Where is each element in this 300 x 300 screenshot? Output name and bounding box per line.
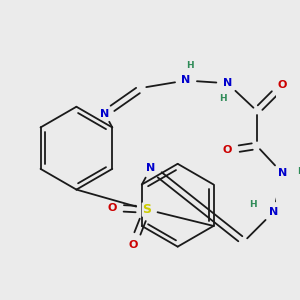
Text: N: N <box>146 163 156 173</box>
Text: H: H <box>297 167 300 176</box>
Text: N: N <box>181 76 190 85</box>
Text: N: N <box>278 169 287 178</box>
Text: N: N <box>100 109 110 118</box>
Text: N: N <box>269 207 278 217</box>
Text: H: H <box>219 94 226 103</box>
Text: S: S <box>142 203 151 216</box>
Text: O: O <box>107 203 116 213</box>
Text: N: N <box>223 78 232 88</box>
Text: O: O <box>128 240 138 250</box>
Text: H: H <box>249 200 257 209</box>
Text: O: O <box>223 146 232 155</box>
Text: H: H <box>186 61 194 70</box>
Text: O: O <box>278 80 287 90</box>
